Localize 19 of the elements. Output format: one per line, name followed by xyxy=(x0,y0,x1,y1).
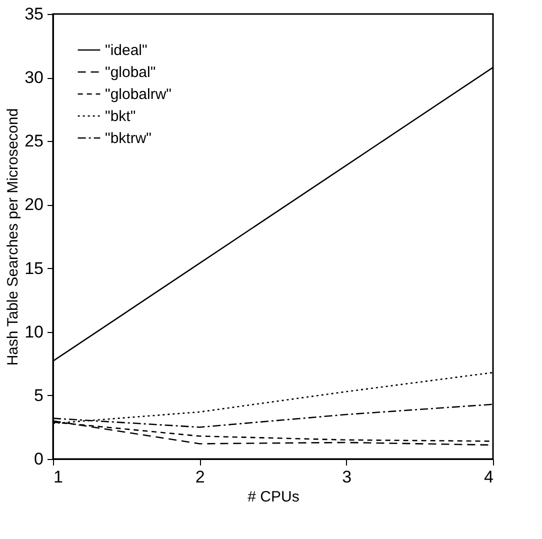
y-tick-label: 30 xyxy=(24,68,44,88)
y-tick-label: 5 xyxy=(34,386,44,405)
legend-label: "bktrw" xyxy=(105,130,152,147)
y-tick-label: 25 xyxy=(24,132,44,151)
x-tick-label: 2 xyxy=(195,468,205,486)
y-tick-label: 35 xyxy=(24,4,44,24)
y-tick-label: 20 xyxy=(24,195,44,214)
legend-label: "bkt" xyxy=(105,108,136,125)
y-axis-title: Hash Table Searches per Microsecond xyxy=(4,108,22,366)
legend-label: "ideal" xyxy=(105,42,148,59)
x-tick-label: 3 xyxy=(342,468,352,486)
legend-label: "global" xyxy=(105,64,156,81)
legend-label: "globalrw" xyxy=(105,86,172,103)
y-tick-label: 0 xyxy=(34,450,44,468)
x-tick-label: 1 xyxy=(54,468,63,486)
y-tick-label: 15 xyxy=(24,258,44,278)
y-tick-label: 10 xyxy=(24,322,44,342)
x-axis-title: # CPUs xyxy=(248,488,300,506)
x-tick-label: 4 xyxy=(484,468,494,486)
